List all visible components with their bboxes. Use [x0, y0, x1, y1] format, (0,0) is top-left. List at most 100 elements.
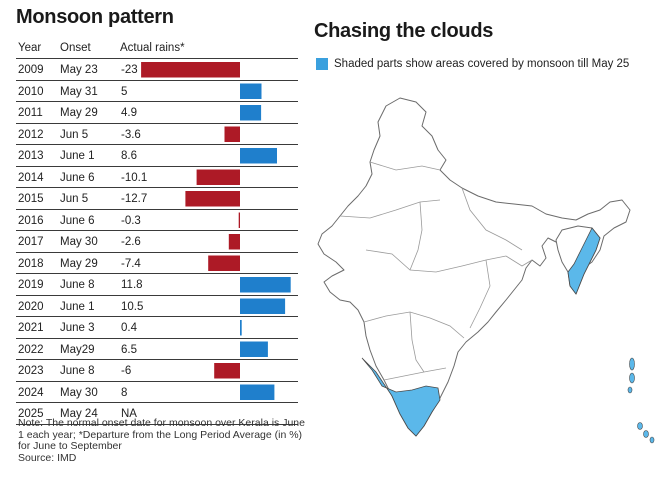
row-divider: [16, 187, 298, 188]
onset-cell: June 6: [60, 171, 95, 184]
year-cell: 2023: [18, 365, 44, 377]
rain-value-label: NA: [121, 408, 137, 420]
state-border: [363, 311, 465, 339]
row-divider: [16, 144, 298, 145]
state-border: [461, 187, 523, 251]
year-cell: 2013: [18, 150, 44, 162]
year-cell: 2009: [18, 64, 44, 76]
onset-cell: June 3: [60, 322, 95, 334]
row-divider: [16, 251, 298, 253]
year-cell: 2018: [18, 257, 44, 270]
nicobar-island: [637, 422, 643, 430]
rain-value-label: 0.4: [121, 322, 137, 334]
row-divider: [16, 230, 298, 231]
chart-note: Note: The normal onset date for monsoon …: [18, 417, 308, 464]
year-cell: 2017: [18, 236, 44, 248]
rain-bar: [238, 212, 240, 228]
onset-cell: June 8: [60, 365, 95, 377]
header-onset: Onset: [60, 42, 91, 54]
india-map: [317, 97, 655, 444]
row-divider: [16, 423, 298, 425]
year-cell: 2015: [18, 193, 44, 205]
rain-bar: [224, 126, 240, 142]
onset-cell: May 30: [60, 236, 98, 248]
rain-value-label: -0.3: [121, 214, 141, 227]
rain-bar: [240, 148, 277, 164]
row-divider: [16, 402, 298, 403]
header-divider: [16, 58, 298, 59]
rain-bar: [240, 320, 242, 336]
rain-bar: [240, 384, 275, 400]
row-divider: [16, 294, 298, 296]
rain-bar: [240, 105, 262, 121]
map-legend: Shaded parts show areas covered by monso…: [316, 58, 629, 70]
year-cell: 2022: [18, 343, 44, 356]
source-text: Source: IMD: [18, 451, 77, 464]
nicobar-island: [643, 430, 649, 438]
row-divider: [16, 380, 298, 382]
header-year: Year: [18, 42, 42, 54]
row-divider: [16, 208, 298, 210]
row-divider: [16, 165, 298, 167]
map-title: Chasing the clouds: [314, 20, 494, 42]
year-cell: 2010: [18, 85, 44, 98]
rain-bar: [141, 62, 240, 78]
year-cell: 2012: [18, 128, 44, 141]
rain-value-label: 11.8: [121, 279, 143, 291]
rain-bar: [214, 363, 240, 379]
legend-label: Shaded parts show areas covered by monso…: [334, 58, 630, 70]
state-border: [505, 255, 533, 267]
note-text: Note: The normal onset date for monsoon …: [18, 417, 305, 452]
legend-swatch: [316, 58, 328, 70]
andaman-island: [627, 386, 633, 394]
onset-cell: Jun 5: [60, 193, 89, 205]
rain-value-label: -2.6: [121, 236, 141, 248]
year-cell: 2020: [18, 300, 44, 313]
covered-ne-area: [567, 227, 601, 295]
rain-value-label: -10.1: [121, 171, 148, 184]
year-cell: 2014: [18, 171, 44, 184]
year-cell: 2021: [18, 322, 44, 334]
year-cell: 2016: [18, 214, 44, 227]
row-divider: [16, 359, 298, 360]
year-cell: 2011: [18, 107, 43, 119]
row-divider: [16, 79, 298, 81]
rain-value-label: -12.7: [121, 193, 148, 205]
state-border: [369, 161, 441, 171]
state-border: [409, 311, 425, 373]
rain-value-label: 10.5: [121, 300, 144, 313]
row-divider: [16, 316, 298, 317]
rain-value-label: 8.6: [121, 150, 137, 162]
onset-cell: May29: [60, 343, 95, 356]
rain-bar: [185, 191, 240, 207]
rain-value-label: 6.5: [121, 343, 137, 356]
rain-value-label: -3.6: [121, 128, 141, 141]
row-divider: [16, 273, 298, 274]
state-border: [409, 201, 423, 271]
state-border: [469, 259, 491, 329]
header-rain: Actual rains*: [120, 42, 185, 54]
covered-south-area: [361, 357, 441, 437]
onset-cell: June 6: [60, 214, 95, 227]
rain-value-label: -23: [121, 64, 138, 76]
onset-cell: June 8: [60, 279, 95, 291]
state-border: [339, 199, 441, 219]
rain-value-label: -7.4: [121, 257, 141, 270]
onset-cell: June 1: [60, 150, 95, 162]
andaman-island: [629, 372, 635, 384]
rain-bar: [196, 169, 240, 185]
map-outline-north: [317, 97, 631, 437]
row-divider: [16, 122, 298, 124]
chart-title: Monsoon pattern: [16, 6, 174, 28]
rain-value-label: 4.9: [121, 107, 137, 119]
row-divider: [16, 337, 298, 339]
andaman-island: [629, 357, 635, 371]
rain-bar: [228, 234, 240, 250]
onset-cell: May 29: [60, 257, 98, 270]
year-cell: 2025: [18, 408, 44, 420]
rain-bar: [240, 298, 286, 314]
rain-bar: [208, 255, 240, 271]
onset-cell: Jun 5: [60, 128, 89, 141]
onset-cell: May 24: [60, 408, 98, 420]
